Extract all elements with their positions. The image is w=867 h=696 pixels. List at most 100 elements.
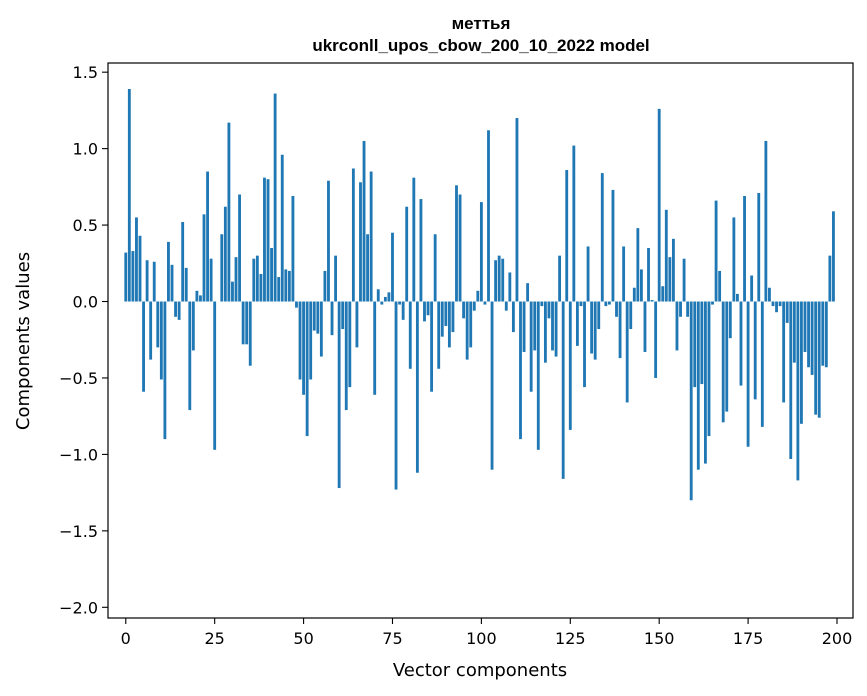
bar-24 bbox=[209, 258, 213, 302]
bar-47 bbox=[291, 196, 295, 302]
bar-181 bbox=[768, 287, 771, 302]
bar-122 bbox=[558, 255, 562, 302]
bar-0 bbox=[124, 252, 128, 302]
bar-131 bbox=[590, 301, 594, 354]
bar-34 bbox=[245, 301, 249, 345]
bar-179 bbox=[760, 301, 764, 427]
bar-13 bbox=[170, 264, 174, 302]
bar-192 bbox=[807, 301, 810, 368]
bar-132 bbox=[593, 301, 597, 360]
bar-83 bbox=[419, 199, 423, 302]
bar-194 bbox=[814, 301, 818, 415]
bar-11 bbox=[163, 301, 167, 440]
bar-188 bbox=[792, 301, 796, 363]
bar-104 bbox=[494, 260, 498, 302]
bar-159 bbox=[689, 301, 693, 501]
bar-144 bbox=[636, 228, 640, 302]
bar-156 bbox=[679, 301, 682, 317]
bar-143 bbox=[632, 287, 636, 302]
bar-125 bbox=[568, 301, 572, 430]
bar-191 bbox=[803, 301, 807, 352]
x-tick-label: 100 bbox=[466, 629, 497, 648]
bar-120 bbox=[551, 301, 554, 351]
bar-146 bbox=[643, 301, 647, 352]
bar-30 bbox=[231, 281, 234, 302]
bar-136 bbox=[607, 301, 611, 305]
bar-193 bbox=[810, 301, 814, 375]
bar-150 bbox=[657, 108, 661, 302]
bar-117 bbox=[540, 301, 544, 307]
bar-20 bbox=[195, 290, 199, 302]
bar-79 bbox=[405, 206, 409, 302]
bar-86 bbox=[430, 301, 434, 392]
bar-97 bbox=[469, 301, 473, 348]
bar-12 bbox=[167, 241, 170, 302]
bar-38 bbox=[259, 273, 263, 302]
bar-51 bbox=[305, 301, 309, 437]
bar-138 bbox=[615, 301, 618, 317]
bar-173 bbox=[739, 301, 743, 386]
bar-157 bbox=[682, 258, 686, 302]
bar-52 bbox=[309, 301, 313, 380]
bar-41 bbox=[270, 248, 273, 302]
bar-184 bbox=[778, 301, 782, 307]
bar-139 bbox=[618, 301, 622, 359]
bar-196 bbox=[821, 301, 825, 366]
bar-39 bbox=[263, 177, 266, 302]
bar-7 bbox=[149, 301, 153, 360]
bar-15 bbox=[177, 301, 181, 320]
bar-82 bbox=[415, 301, 419, 473]
bar-99 bbox=[476, 290, 480, 302]
bar-17 bbox=[184, 267, 188, 302]
x-axis-label: Vector components bbox=[393, 660, 567, 681]
bar-174 bbox=[743, 196, 746, 302]
bar-185 bbox=[782, 301, 786, 403]
bar-118 bbox=[543, 301, 547, 363]
bar-19 bbox=[191, 301, 195, 351]
chart-subtitle: ukrconll_upos_cbow_200_10_2022 model bbox=[312, 36, 649, 55]
bar-189 bbox=[796, 301, 800, 481]
bar-135 bbox=[604, 301, 608, 307]
bar-105 bbox=[497, 255, 501, 302]
bar-62 bbox=[344, 301, 348, 411]
bar-21 bbox=[199, 295, 202, 302]
bar-92 bbox=[451, 301, 455, 333]
bar-90 bbox=[444, 301, 448, 326]
bar-170 bbox=[728, 301, 732, 339]
bar-140 bbox=[622, 246, 626, 302]
x-tick-label: 150 bbox=[644, 629, 675, 648]
bar-168 bbox=[721, 301, 725, 423]
bar-33 bbox=[241, 301, 245, 345]
bar-107 bbox=[504, 301, 508, 311]
bar-182 bbox=[771, 301, 775, 307]
bar-130 bbox=[586, 246, 590, 302]
bar-93 bbox=[455, 185, 458, 302]
bar-115 bbox=[533, 301, 537, 351]
bar-77 bbox=[398, 301, 402, 305]
x-axis-ticks: 0 25 50 75 100 125 150 175 200 bbox=[121, 618, 852, 648]
bar-110 bbox=[515, 118, 519, 302]
bar-56 bbox=[323, 270, 327, 302]
bar-141 bbox=[625, 301, 629, 403]
bar-126 bbox=[572, 145, 576, 302]
bar-180 bbox=[764, 140, 768, 302]
x-tick-label: 0 bbox=[121, 629, 131, 648]
bar-147 bbox=[647, 248, 650, 302]
bar-149 bbox=[654, 301, 658, 378]
bar-45 bbox=[284, 269, 288, 302]
bar-151 bbox=[661, 286, 665, 302]
bar-68 bbox=[366, 234, 370, 302]
bar-167 bbox=[718, 270, 722, 302]
bar-186 bbox=[785, 301, 789, 323]
chart-title: меттья bbox=[452, 14, 511, 33]
bar-134 bbox=[600, 173, 604, 302]
bar-60 bbox=[337, 301, 341, 489]
bar-142 bbox=[629, 301, 633, 330]
bar-43 bbox=[277, 277, 281, 302]
bar-127 bbox=[575, 301, 579, 346]
bar-42 bbox=[273, 93, 277, 302]
bar-187 bbox=[789, 301, 793, 459]
bar-153 bbox=[668, 257, 672, 302]
bar-124 bbox=[565, 170, 569, 302]
bar-95 bbox=[462, 301, 466, 319]
